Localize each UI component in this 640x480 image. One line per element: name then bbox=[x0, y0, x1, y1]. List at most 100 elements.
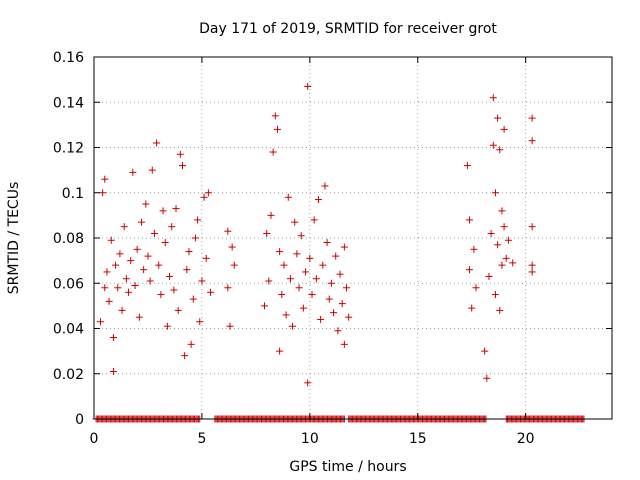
data-point bbox=[204, 189, 212, 197]
data-point bbox=[137, 218, 145, 226]
data-point bbox=[140, 266, 148, 274]
data-point bbox=[273, 125, 281, 133]
data-point bbox=[304, 379, 312, 387]
data-point bbox=[101, 175, 109, 183]
data-point bbox=[112, 261, 120, 269]
data-point bbox=[496, 146, 504, 154]
data-point bbox=[127, 257, 135, 265]
data-point bbox=[189, 295, 197, 303]
data-point bbox=[502, 254, 510, 262]
data-point bbox=[105, 297, 113, 305]
data-point bbox=[267, 211, 275, 219]
data-point bbox=[153, 139, 161, 147]
data-point bbox=[299, 304, 307, 312]
data-point bbox=[280, 261, 288, 269]
data-point bbox=[509, 259, 517, 267]
data-point bbox=[194, 216, 202, 224]
data-point bbox=[291, 218, 299, 226]
data-point bbox=[334, 327, 342, 335]
data-point bbox=[107, 236, 115, 244]
data-point bbox=[269, 148, 277, 156]
data-points bbox=[92, 82, 588, 423]
data-point bbox=[284, 193, 292, 201]
data-point bbox=[114, 284, 122, 292]
data-point bbox=[500, 223, 508, 231]
data-point bbox=[494, 241, 502, 249]
data-point bbox=[297, 232, 305, 240]
data-point bbox=[129, 168, 137, 176]
data-point bbox=[187, 340, 195, 348]
y-tick-label: 0.1 bbox=[62, 186, 84, 202]
x-tick-label: 5 bbox=[197, 431, 206, 447]
data-point bbox=[96, 318, 104, 326]
x-axis-label: GPS time / hours bbox=[289, 459, 406, 475]
data-point bbox=[230, 261, 238, 269]
data-point bbox=[282, 311, 290, 319]
y-tick-label: 0.06 bbox=[53, 276, 84, 292]
data-point bbox=[528, 114, 536, 122]
data-point bbox=[528, 268, 536, 276]
data-point bbox=[487, 229, 495, 237]
data-point bbox=[463, 162, 471, 170]
data-point bbox=[295, 284, 303, 292]
data-point bbox=[144, 252, 152, 260]
data-point bbox=[340, 340, 348, 348]
data-point bbox=[483, 374, 491, 382]
y-tick-label: 0.04 bbox=[53, 322, 84, 338]
data-point bbox=[491, 189, 499, 197]
data-point bbox=[466, 266, 474, 274]
data-point bbox=[261, 302, 269, 310]
data-point bbox=[99, 189, 107, 197]
data-point bbox=[174, 306, 182, 314]
data-point bbox=[118, 306, 126, 314]
data-point bbox=[135, 313, 143, 321]
data-point bbox=[496, 306, 504, 314]
data-point bbox=[131, 282, 139, 290]
data-point bbox=[491, 291, 499, 299]
data-point bbox=[468, 304, 476, 312]
data-point bbox=[265, 277, 273, 285]
x-tick-label: 15 bbox=[409, 431, 427, 447]
grid bbox=[94, 57, 612, 419]
data-point bbox=[161, 239, 169, 247]
data-point bbox=[325, 295, 333, 303]
data-point bbox=[207, 288, 215, 296]
data-point bbox=[472, 284, 480, 292]
data-point bbox=[466, 216, 474, 224]
data-point bbox=[166, 272, 174, 280]
data-point bbox=[485, 272, 493, 280]
data-point bbox=[228, 243, 236, 251]
data-point bbox=[103, 268, 111, 276]
data-point bbox=[481, 347, 489, 355]
y-tick-label: 0.02 bbox=[53, 367, 84, 383]
data-point bbox=[181, 352, 189, 360]
data-point bbox=[330, 309, 338, 317]
data-point bbox=[146, 277, 154, 285]
data-point bbox=[489, 94, 497, 102]
data-point bbox=[302, 268, 310, 276]
data-point bbox=[163, 322, 171, 330]
data-point bbox=[470, 245, 478, 253]
y-tick-label: 0 bbox=[75, 412, 84, 428]
data-point bbox=[133, 245, 141, 253]
data-point bbox=[289, 322, 297, 330]
data-point bbox=[191, 234, 199, 242]
data-point bbox=[224, 227, 232, 235]
data-point bbox=[172, 205, 180, 213]
data-point bbox=[286, 275, 294, 283]
data-point bbox=[528, 137, 536, 145]
data-point bbox=[489, 141, 497, 149]
data-point bbox=[202, 254, 210, 262]
data-point bbox=[142, 200, 150, 208]
data-point bbox=[109, 367, 117, 375]
y-tick-label: 0.12 bbox=[53, 141, 84, 157]
data-point bbox=[504, 236, 512, 244]
data-point bbox=[148, 166, 156, 174]
data-point bbox=[125, 288, 133, 296]
data-point bbox=[263, 229, 271, 237]
data-point bbox=[312, 275, 320, 283]
data-point bbox=[293, 250, 301, 258]
data-point bbox=[200, 193, 208, 201]
data-point bbox=[314, 196, 322, 204]
